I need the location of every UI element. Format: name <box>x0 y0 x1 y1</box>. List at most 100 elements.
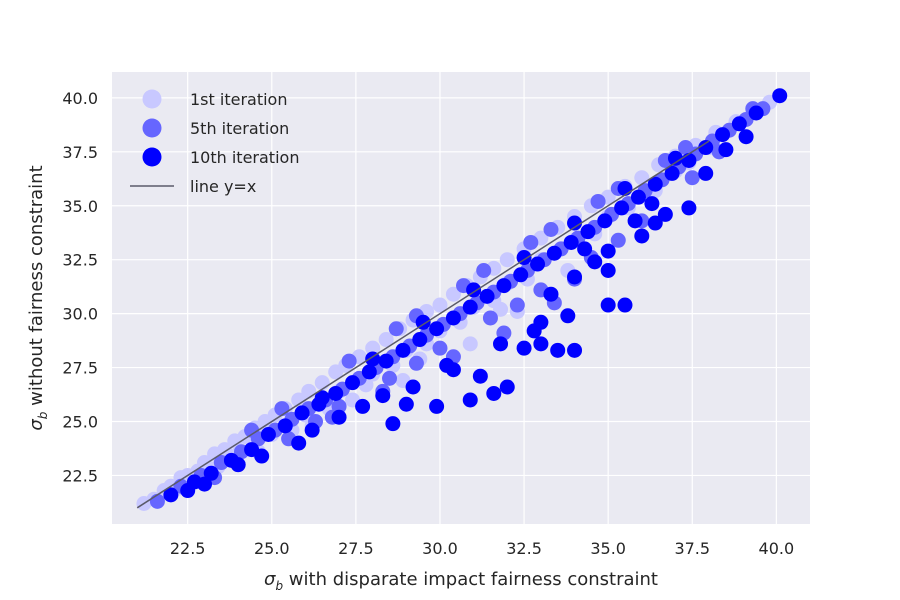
point-10th-iteration <box>698 140 714 156</box>
point-10th-iteration <box>513 267 529 283</box>
point-10th-iteration <box>600 243 616 259</box>
x-tick-labels: 22.5 25.0 27.5 30.0 32.5 35.0 37.5 40.0 <box>170 539 794 558</box>
point-10th-iteration <box>462 392 478 408</box>
point-1st-iteration <box>445 286 461 302</box>
point-1st-iteration <box>462 336 478 352</box>
point-1st-iteration <box>291 392 307 408</box>
point-10th-iteration <box>681 200 697 216</box>
y-tick-label: 40.0 <box>62 89 98 108</box>
point-5th-iteration <box>244 422 260 438</box>
y-tick-label: 32.5 <box>62 251 98 270</box>
point-10th-iteration <box>304 422 320 438</box>
point-10th-iteration <box>567 269 583 285</box>
point-5th-iteration <box>610 232 626 248</box>
point-10th-iteration <box>331 409 347 425</box>
point-10th-iteration <box>627 213 643 229</box>
x-tick-label: 30.0 <box>422 539 458 558</box>
point-5th-iteration <box>432 340 448 356</box>
y-axis-label: σb without fairness constraint <box>26 165 50 430</box>
point-5th-iteration <box>684 170 700 186</box>
point-10th-iteration <box>445 362 461 378</box>
point-10th-iteration <box>412 332 428 348</box>
point-10th-iteration <box>698 165 714 181</box>
point-10th-iteration <box>617 181 633 197</box>
point-10th-iteration <box>516 340 532 356</box>
y-axis-symbol-sub: b <box>36 411 50 419</box>
point-10th-iteration <box>647 176 663 192</box>
point-10th-iteration <box>560 308 576 324</box>
point-10th-iteration <box>328 385 344 401</box>
point-10th-iteration <box>533 336 549 352</box>
point-10th-iteration <box>567 342 583 358</box>
data-points <box>136 88 788 512</box>
point-10th-iteration <box>563 234 579 250</box>
point-10th-iteration <box>731 116 747 132</box>
point-10th-iteration <box>378 353 394 369</box>
point-5th-iteration <box>149 493 165 509</box>
point-10th-iteration <box>647 215 663 231</box>
legend-label-1st-iteration: 1st iteration <box>190 90 287 109</box>
point-10th-iteration <box>597 213 613 229</box>
point-10th-iteration <box>291 435 307 451</box>
legend-label-5th-iteration: 5th iteration <box>190 119 289 138</box>
x-tick-label: 25.0 <box>254 539 290 558</box>
point-10th-iteration <box>203 465 219 481</box>
point-10th-iteration <box>230 457 246 473</box>
point-10th-iteration <box>361 364 377 380</box>
point-5th-iteration <box>678 140 694 156</box>
point-5th-iteration <box>331 398 347 414</box>
point-10th-iteration <box>405 379 421 395</box>
legend-marker-10th-iteration <box>142 147 162 167</box>
x-axis-text: with disparate impact fairness constrain… <box>289 569 658 590</box>
point-10th-iteration <box>355 398 371 414</box>
x-tick-label: 22.5 <box>170 539 206 558</box>
point-10th-iteration <box>772 88 788 104</box>
point-10th-iteration <box>445 310 461 326</box>
point-10th-iteration <box>738 129 754 145</box>
x-tick-label: 37.5 <box>674 539 710 558</box>
y-tick-label: 25.0 <box>62 413 98 432</box>
point-10th-iteration <box>567 215 583 231</box>
point-10th-iteration <box>667 150 683 166</box>
point-10th-iteration <box>715 127 731 143</box>
point-5th-iteration <box>382 370 398 386</box>
point-10th-iteration <box>630 189 646 205</box>
y-tick-label: 22.5 <box>62 466 98 485</box>
point-10th-iteration <box>634 228 650 244</box>
point-5th-iteration <box>509 297 525 313</box>
x-axis-label: σb with disparate impact fairness constr… <box>264 569 658 593</box>
point-5th-iteration <box>408 355 424 371</box>
point-10th-iteration <box>345 375 361 391</box>
y-tick-labels: 22.5 25.0 27.5 30.0 32.5 35.0 37.5 40.0 <box>62 89 98 486</box>
point-10th-iteration <box>546 245 562 261</box>
point-10th-iteration <box>580 224 596 240</box>
legend: 1st iteration 5th iteration 10th iterati… <box>130 89 299 196</box>
point-1st-iteration <box>432 297 448 313</box>
point-1st-iteration <box>634 170 650 186</box>
point-1st-iteration <box>301 383 317 399</box>
x-axis-symbol-sub: b <box>275 579 283 593</box>
y-tick-label: 30.0 <box>62 305 98 324</box>
point-10th-iteration <box>600 297 616 313</box>
legend-marker-1st-iteration <box>142 89 162 109</box>
point-10th-iteration <box>197 476 213 492</box>
point-1st-iteration <box>493 301 509 317</box>
point-10th-iteration <box>479 288 495 304</box>
legend-label-line-y-equals-x: line y=x <box>190 177 256 196</box>
point-5th-iteration <box>274 401 290 417</box>
point-10th-iteration <box>429 321 445 337</box>
y-axis-text: without fairness constraint <box>26 165 47 405</box>
point-10th-iteration <box>748 105 764 121</box>
y-tick-label: 27.5 <box>62 359 98 378</box>
point-1st-iteration <box>365 340 381 356</box>
point-10th-iteration <box>277 418 293 434</box>
point-10th-iteration <box>577 241 593 257</box>
point-10th-iteration <box>496 278 512 294</box>
point-10th-iteration <box>395 342 411 358</box>
point-10th-iteration <box>587 254 603 270</box>
y-gridlines <box>112 97 810 477</box>
point-1st-iteration <box>378 332 394 348</box>
point-10th-iteration <box>644 196 660 212</box>
point-10th-iteration <box>493 336 509 352</box>
